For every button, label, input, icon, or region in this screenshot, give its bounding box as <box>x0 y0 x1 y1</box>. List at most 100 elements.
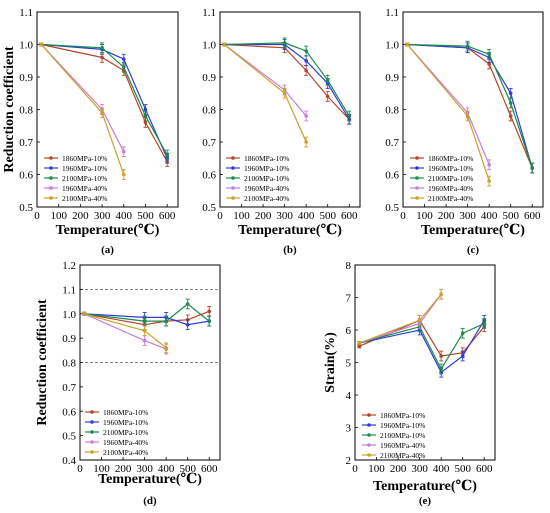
legend-label: 1960MPa-10% <box>244 164 289 173</box>
x-tick-label: 100 <box>416 210 433 222</box>
data-point <box>508 110 513 122</box>
legend-item: 1960MPa-40% <box>85 438 148 447</box>
data-point <box>460 350 465 362</box>
y-tick-label: 1.1 <box>19 7 33 19</box>
data-point <box>304 136 309 148</box>
data-point <box>185 298 190 310</box>
x-tick-label: 600 <box>201 463 218 475</box>
marker <box>357 344 362 349</box>
data-point <box>39 42 44 47</box>
legend-item: 2100MPa-40% <box>44 194 107 203</box>
y-tick-label: 1.1 <box>385 7 399 19</box>
legend-item: 2100MPa-40% <box>362 451 425 460</box>
data-point <box>482 318 487 329</box>
legend-item: 2100MPa-10% <box>410 174 473 183</box>
y-tick-label: 0.6 <box>385 170 399 182</box>
marker <box>417 318 422 323</box>
y-tick-label: 1.1 <box>62 284 76 296</box>
y-tick-label: 0.9 <box>202 72 216 84</box>
legend-label: 2100MPa-40% <box>244 194 289 203</box>
marker <box>439 354 443 358</box>
legend-item: 1960MPa-10% <box>362 421 425 430</box>
x-tick-label: 600 <box>476 463 493 475</box>
marker <box>282 41 287 45</box>
legend-item: 1860MPa-10% <box>226 154 289 163</box>
legend-label: 2100MPa-40% <box>428 194 473 203</box>
series-line-1 <box>224 43 350 120</box>
y-tick-label: 0.8 <box>202 105 216 117</box>
y-tick-label: 0.8 <box>19 105 33 117</box>
x-tick-label: 300 <box>136 463 153 475</box>
x-tick-label: 400 <box>116 210 133 222</box>
y-tick-label: 1.2 <box>62 260 76 272</box>
legend-marker <box>367 443 371 447</box>
series-line-2 <box>41 43 168 156</box>
marker <box>282 91 287 96</box>
data-point <box>282 37 287 49</box>
legend-label: 1860MPa-10% <box>62 154 107 163</box>
legend-item: 1860MPa-10% <box>410 154 473 163</box>
marker <box>482 321 487 326</box>
legend-label: 1960MPa-10% <box>103 418 148 427</box>
data-point <box>405 42 410 47</box>
data-point <box>185 319 190 331</box>
legend-label: 1860MPa-10% <box>103 408 148 417</box>
y-tick-label: 0.6 <box>202 170 216 182</box>
legend-label: 2100MPa-40% <box>380 451 425 460</box>
legend-item: 2100MPa-40% <box>226 194 289 203</box>
marker <box>121 172 126 177</box>
legend-marker <box>367 433 371 437</box>
data-point <box>487 159 492 171</box>
marker <box>487 179 491 183</box>
series-line-3 <box>40 44 125 153</box>
series-line-3 <box>406 44 490 166</box>
legend-marker <box>90 450 94 454</box>
legend-item: 2100MPa-10% <box>362 431 425 440</box>
legend-label: 1860MPa-10% <box>244 154 289 163</box>
data-point <box>282 87 287 99</box>
x-tick-label: 400 <box>481 210 498 222</box>
marker <box>185 302 190 306</box>
legend-marker <box>415 196 419 200</box>
chart-panel-4: 0 100 200 300 400 500 600 2 3 4 5 6 7 8 Temperature(℃)… <box>323 260 496 507</box>
y-tick-label: 0.6 <box>62 406 76 418</box>
x-tick-label: 200 <box>72 210 89 222</box>
legend-label: 2100MPa-10% <box>103 428 148 437</box>
y-tick-label: 4 <box>346 390 352 402</box>
y-tick-label: 0.9 <box>385 72 399 84</box>
x-tick-label: 200 <box>255 210 272 222</box>
x-tick-label: 300 <box>459 210 476 222</box>
marker <box>100 55 104 60</box>
x-tick-label: 0 <box>34 210 40 222</box>
marker <box>487 52 491 57</box>
marker <box>143 120 148 125</box>
series-line-4 <box>223 44 307 143</box>
x-tick-label: 200 <box>115 463 132 475</box>
panel-label: (d) <box>143 495 157 507</box>
y-tick-label: 6 <box>346 325 352 337</box>
legend-label: 1960MPa-40% <box>103 438 148 447</box>
data-point <box>347 110 352 122</box>
x-axis-title: Temperature(℃) <box>373 479 477 494</box>
x-tick-label: 300 <box>276 210 293 222</box>
legend-marker <box>415 176 419 180</box>
plot-frame <box>219 11 361 208</box>
panel-label: (c) <box>467 244 480 256</box>
legend-item: 2100MPa-10% <box>85 428 148 437</box>
legend-marker <box>90 410 94 414</box>
legend-label: 2100MPa-10% <box>244 174 289 183</box>
x-tick-label: 0 <box>77 463 83 475</box>
marker <box>325 94 330 99</box>
legend-item: 1860MPa-10% <box>44 154 107 163</box>
marker <box>304 58 308 63</box>
marker <box>143 107 148 112</box>
chart-panel-2: 0 100 200 300 400 500 600 0.5 0.6 0.7 0.8 0.9 1.0 1.1… <box>385 7 544 256</box>
y-tick-label: 0.8 <box>62 358 76 370</box>
legend-item: 1960MPa-40% <box>44 184 107 193</box>
data-point <box>164 342 169 354</box>
data-point <box>165 149 170 161</box>
series-line-3 <box>223 44 307 117</box>
x-tick-label: 100 <box>368 463 385 475</box>
marker <box>465 44 470 48</box>
